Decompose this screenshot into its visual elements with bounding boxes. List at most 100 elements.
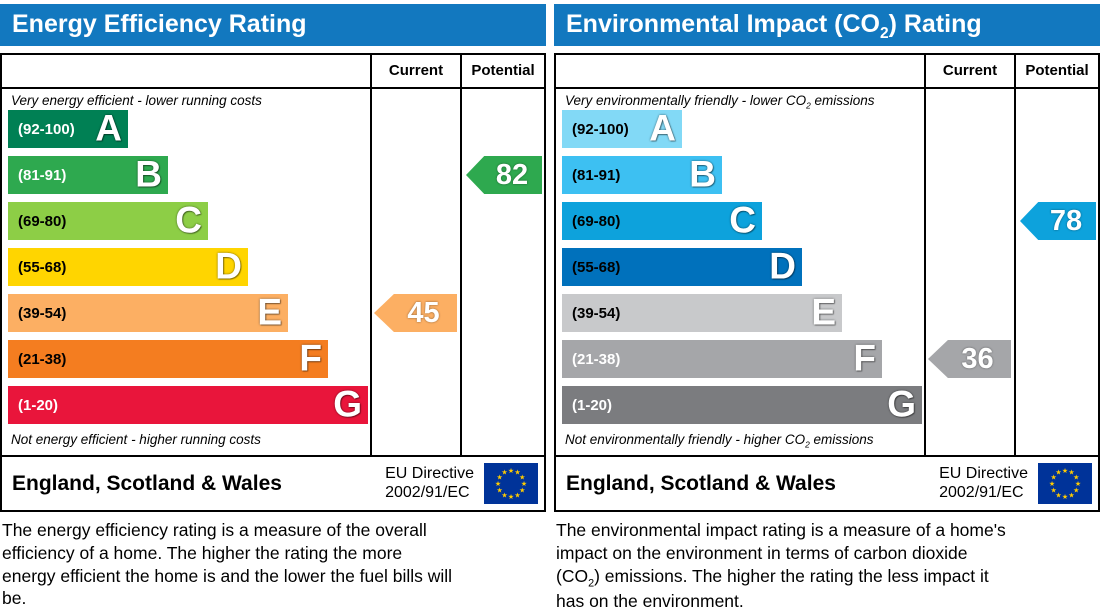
band-range-label: (55-68) xyxy=(18,258,67,276)
eu-flag-icon: ★ ★ ★★ ★★ ★★ ★★ ★★ xyxy=(484,463,538,504)
top-caption: Very environmentally friendly - lower CO… xyxy=(565,93,875,111)
band-letter: D xyxy=(769,245,796,287)
bottom-caption: Not environmentally friendly - higher CO… xyxy=(565,432,874,450)
band-row-b: (81-91) B xyxy=(8,153,370,195)
band-bar: (92-100) A xyxy=(562,107,682,149)
bottom-caption: Not energy efficient - higher running co… xyxy=(11,432,261,447)
column-divider xyxy=(1014,55,1016,455)
band-range-label: (92-100) xyxy=(18,120,75,138)
eu-directive-label: EU Directive 2002/91/EC xyxy=(385,465,474,501)
band-letter: D xyxy=(215,245,242,287)
current-rating-value: 45 xyxy=(407,296,440,329)
band-bar: (39-54) E xyxy=(8,291,288,333)
band-range-label: (69-80) xyxy=(572,212,621,230)
current-column-header: Current xyxy=(942,62,998,79)
rating-bands: (92-100) A (81-91) B (69-80) C xyxy=(8,107,370,432)
band-letter: A xyxy=(649,107,676,149)
environmental-impact-panel: Environmental Impact (CO2) Rating Curren… xyxy=(554,0,1100,612)
svg-text:★: ★ xyxy=(1062,493,1068,501)
band-letter: C xyxy=(175,199,202,241)
svg-text:★: ★ xyxy=(1068,491,1074,499)
region-label: England, Scotland & Wales xyxy=(12,471,282,495)
panel-title-text: Energy Efficiency Rating xyxy=(12,10,307,38)
band-range-label: (21-38) xyxy=(572,350,621,368)
band-row-e: (39-54) E xyxy=(562,291,924,333)
top-caption: Very energy efficient - lower running co… xyxy=(11,93,262,108)
potential-rating-value: 82 xyxy=(495,158,529,191)
band-range-label: (81-91) xyxy=(572,166,621,184)
potential-rating-arrow: 82 xyxy=(466,156,542,194)
band-letter: E xyxy=(257,291,282,333)
potential-rating-arrow: 78 xyxy=(1020,202,1096,240)
band-bar: (92-100) A xyxy=(8,107,128,149)
band-range-label: (39-54) xyxy=(572,304,621,322)
band-bar: (81-91) B xyxy=(8,153,168,195)
column-divider xyxy=(370,55,372,455)
environmental-impact-description: The environmental impact rating is a mea… xyxy=(556,520,1006,612)
band-bar: (21-38) F xyxy=(562,337,882,379)
band-bar: (69-80) C xyxy=(8,199,208,241)
band-row-d: (55-68) D xyxy=(562,245,924,287)
band-letter: E xyxy=(811,291,836,333)
band-letter: G xyxy=(887,383,916,425)
svg-text:★: ★ xyxy=(497,487,503,495)
svg-text:★: ★ xyxy=(1051,487,1057,495)
band-letter: G xyxy=(333,383,362,425)
svg-text:★: ★ xyxy=(1051,474,1057,482)
svg-text:★: ★ xyxy=(1055,491,1061,499)
svg-text:★: ★ xyxy=(519,487,525,495)
band-letter: F xyxy=(853,337,876,379)
svg-text:★: ★ xyxy=(519,474,525,482)
svg-text:★: ★ xyxy=(495,480,501,488)
region-label: England, Scotland & Wales xyxy=(566,471,836,495)
band-letter: B xyxy=(689,153,716,195)
band-row-c: (69-80) C xyxy=(8,199,370,241)
band-range-label: (1-20) xyxy=(572,396,613,414)
svg-text:★: ★ xyxy=(508,467,514,475)
svg-text:★: ★ xyxy=(514,491,520,499)
band-bar: (69-80) C xyxy=(562,201,762,240)
band-row-g: (1-20) G xyxy=(562,383,924,425)
band-bar: (21-38) F xyxy=(8,337,328,379)
chart-footer: England, Scotland & Wales EU Directive 2… xyxy=(554,455,1100,512)
band-letter: A xyxy=(95,107,122,149)
band-row-f: (21-38) F xyxy=(562,337,924,379)
band-letter: F xyxy=(299,337,322,379)
band-range-label: (21-38) xyxy=(18,350,67,368)
band-range-label: (92-100) xyxy=(572,120,629,138)
band-row-b: (81-91) B xyxy=(562,153,924,195)
header-row-divider xyxy=(556,87,1098,89)
band-bar: (81-91) B xyxy=(562,153,722,195)
band-letter: B xyxy=(135,153,162,195)
band-bar: (55-68) D xyxy=(562,245,802,287)
svg-text:★: ★ xyxy=(521,480,527,488)
current-rating-value: 36 xyxy=(961,342,994,375)
header-row-divider xyxy=(2,87,544,89)
potential-column-header: Potential xyxy=(1025,62,1089,79)
energy-efficiency-chart: Current Potential Very energy efficient … xyxy=(0,53,546,457)
svg-text:★: ★ xyxy=(1073,474,1079,482)
svg-text:★: ★ xyxy=(1068,469,1074,477)
svg-text:★: ★ xyxy=(1055,469,1061,477)
environmental-impact-title: Environmental Impact (CO2) Rating xyxy=(554,4,1100,46)
svg-text:★: ★ xyxy=(514,469,520,477)
band-row-a: (92-100) A xyxy=(562,107,924,149)
energy-efficiency-title: Energy Efficiency Rating xyxy=(0,4,546,46)
band-range-label: (39-54) xyxy=(18,304,67,322)
potential-column-header: Potential xyxy=(471,62,535,79)
band-range-label: (81-91) xyxy=(18,166,67,184)
band-row-c: (69-80) C xyxy=(562,201,924,240)
energy-efficiency-panel: Energy Efficiency Rating Current Potenti… xyxy=(0,0,546,612)
column-divider xyxy=(460,55,462,455)
chart-footer: England, Scotland & Wales EU Directive 2… xyxy=(0,455,546,512)
band-range-label: (1-20) xyxy=(18,396,59,414)
eu-flag-icon: ★ ★ ★★ ★★ ★★ ★★ ★★ xyxy=(1038,463,1092,504)
eu-directive-label: EU Directive 2002/91/EC xyxy=(939,465,1028,501)
band-bar: (1-20) G xyxy=(562,383,922,425)
svg-text:★: ★ xyxy=(501,491,507,499)
band-range-label: (69-80) xyxy=(18,212,67,230)
svg-text:★: ★ xyxy=(497,474,503,482)
band-row-f: (21-38) F xyxy=(8,337,370,379)
current-column-header: Current xyxy=(388,62,444,79)
